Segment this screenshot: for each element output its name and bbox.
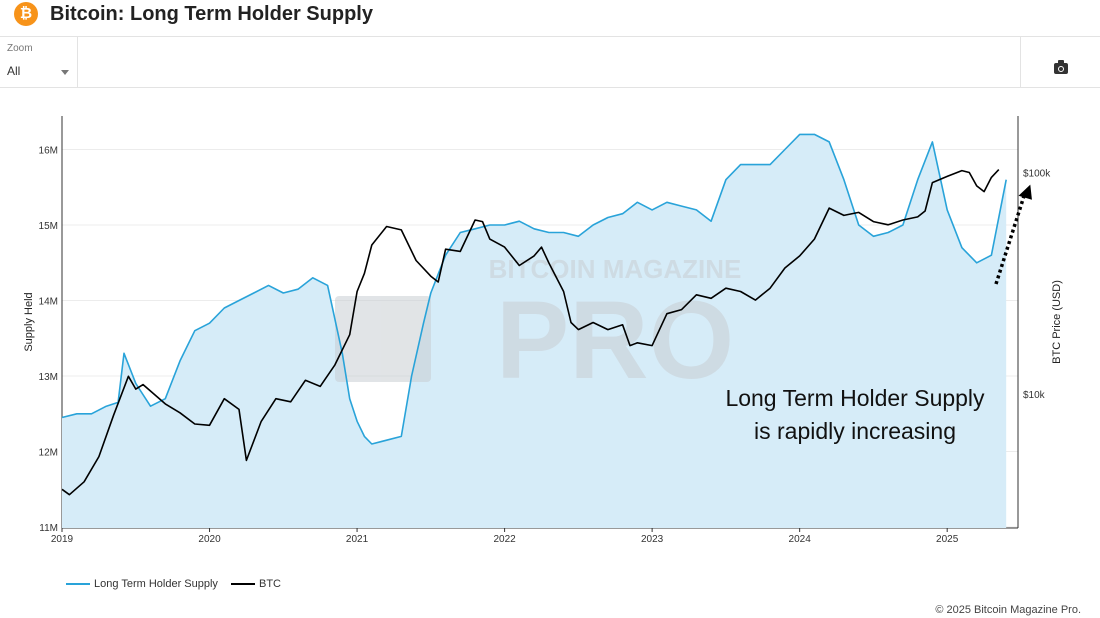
copyright: © 2025 Bitcoin Magazine Pro. [935,604,1081,616]
x-tick-label: 2019 [51,534,74,545]
legend-swatch [230,583,255,585]
page-header: ₿ Bitcoin: Long Term Holder Supply [0,0,1100,37]
watermark-text-main: PRO [496,279,734,402]
x-tick-label: 2021 [346,534,369,545]
x-tick-label: 2023 [641,534,664,545]
legend-label: BTC [258,578,281,590]
camera-icon [1054,60,1068,74]
legend-label: Long Term Holder Supply [94,578,218,590]
y-tick-label: 12M [39,448,58,459]
y2-tick-label: $10k [1023,390,1046,401]
annotation-arrow-head [1018,184,1032,200]
zoom-value: All [7,64,21,78]
y-tick-label: 16M [39,146,58,157]
screenshot-button[interactable] [1020,37,1100,87]
zoom-label: Zoom [7,43,33,54]
legend-item-lth-supply[interactable]: Long Term Holder Supply [66,578,218,590]
annotation-line-2: is rapidly increasing [754,418,956,444]
chart-toolbar: Zoom All [0,37,1100,88]
y2-tick-label: $100k [1023,168,1051,179]
chevron-down-icon [61,70,69,75]
x-tick-label: 2025 [936,534,959,545]
y-tick-label: 15M [39,221,58,232]
annotation-line-1: Long Term Holder Supply [725,385,985,411]
x-tick-label: 2020 [198,534,221,545]
y-tick-label: 14M [39,297,58,308]
y2-axis-title: BTC Price (USD) [1051,280,1063,364]
btc-price-line [61,169,1000,496]
lth-supply-area [62,134,1007,528]
page-title: Bitcoin: Long Term Holder Supply [50,3,373,25]
x-tick-label: 2022 [493,534,516,545]
x-tick-label: 2024 [789,534,812,545]
legend-swatch [66,583,90,585]
watermark-logo-mark [335,296,431,382]
chart-legend: Long Term Holder Supply BTC [66,576,291,590]
zoom-select[interactable]: Zoom All [0,37,78,87]
lth-supply-line [61,133,1007,445]
y-axis-title: Supply Held [23,292,35,351]
bitcoin-logo-icon: ₿ [14,2,38,26]
legend-item-btc[interactable]: BTC [230,578,281,590]
y-tick-label: 11M [39,523,58,534]
y-tick-label: 13M [39,372,58,383]
